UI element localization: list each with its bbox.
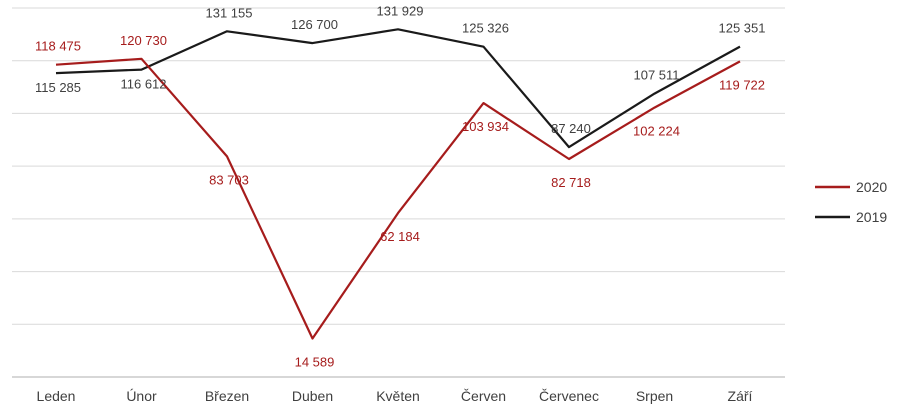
x-tick-label: Leden (37, 388, 76, 404)
data-label-2020: 118 475 (35, 39, 81, 54)
data-label-2020: 120 730 (120, 33, 167, 48)
x-tick-label: Květen (376, 388, 420, 404)
data-label-2019: 116 612 (120, 77, 166, 92)
data-label-2019: 131 155 (206, 5, 253, 20)
series-line-2019 (55, 28, 741, 149)
x-tick-label: Srpen (636, 388, 673, 404)
data-labels: 118 475 115 285 120 730 116 612 83 703 131 15… (35, 3, 766, 369)
x-tick-label: Září (728, 388, 753, 404)
data-label-2020: 82 718 (551, 175, 591, 190)
x-tick-label: Únor (126, 388, 157, 404)
data-label-2020: 14 589 (295, 355, 335, 370)
data-label-2020: 83 703 (209, 172, 249, 187)
x-tick-label: Červen (461, 388, 506, 404)
data-label-2020: 62 184 (380, 229, 420, 244)
data-label-2019: 125 351 (719, 21, 766, 36)
legend-label: 2020 (856, 179, 887, 195)
data-label-2020: 119 722 (719, 77, 765, 92)
x-tick-label: Duben (292, 388, 333, 404)
data-label-2020: 102 224 (633, 124, 680, 139)
data-label-2019: 87 240 (551, 121, 591, 136)
data-label-2019: 131 929 (377, 3, 424, 18)
series-lines (55, 28, 741, 340)
legend: 2020 2019 (815, 179, 887, 225)
x-tick-label: Červenec (539, 388, 599, 404)
data-label-2019: 115 285 (35, 80, 81, 95)
data-label-2019: 125 326 (462, 21, 509, 36)
data-label-2019: 126 700 (291, 17, 338, 32)
data-label-2019: 107 511 (633, 68, 679, 83)
legend-label: 2019 (856, 209, 887, 225)
x-tick-label: Březen (205, 388, 249, 404)
data-label-2020: 103 934 (462, 119, 509, 134)
series-line-2020 (55, 57, 741, 340)
gridlines (12, 7, 785, 325)
x-axis: Leden Únor Březen Duben Květen Červen Červenec… (12, 376, 785, 404)
